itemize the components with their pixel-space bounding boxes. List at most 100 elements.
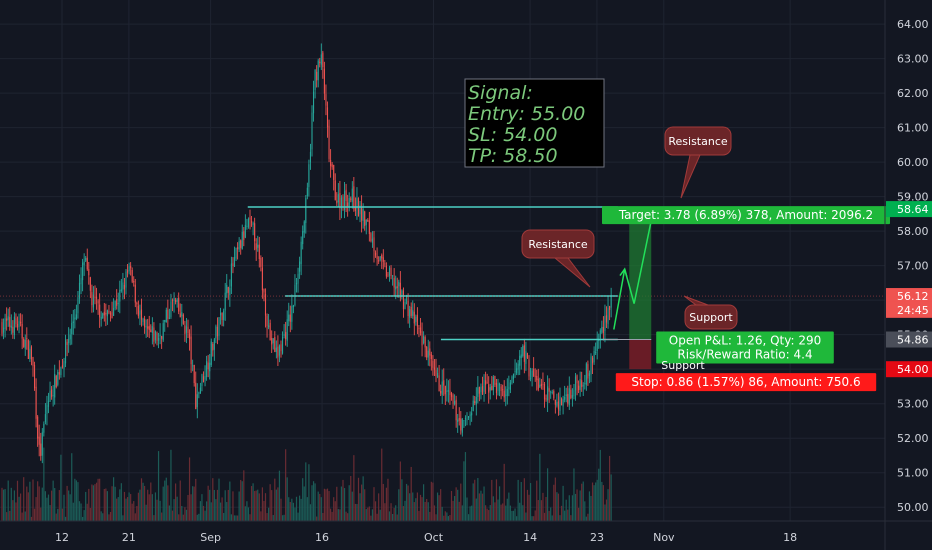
candle-body: [230, 263, 232, 287]
note-text[interactable]: Support: [689, 311, 733, 324]
candle-body: [370, 233, 372, 241]
volume-bar: [492, 496, 494, 521]
time-tick-label[interactable]: 16: [315, 531, 329, 544]
candle: [283, 324, 285, 339]
candle: [91, 284, 93, 313]
horizontal-levels[interactable]: [0, 206, 885, 341]
candle-body: [54, 373, 56, 398]
note-text[interactable]: Resistance: [668, 135, 728, 148]
candle: [313, 80, 315, 122]
volume-bar: [46, 497, 48, 521]
volume-bar: [241, 481, 243, 521]
candle: [202, 371, 205, 383]
signal-line[interactable]: Entry: 55.00: [468, 103, 585, 125]
candle-body: [559, 396, 561, 412]
candle-body: [119, 289, 121, 302]
note-text[interactable]: Support: [661, 359, 705, 372]
price-tick-label[interactable]: 52.00: [897, 432, 929, 445]
signal-line[interactable]: SL: 54.00: [468, 124, 557, 146]
signal-line[interactable]: Signal:: [468, 82, 533, 104]
time-tick-label[interactable]: 18: [783, 531, 797, 544]
note-callout-resistance[interactable]: Resistance: [521, 229, 595, 288]
price-badge: 56.12: [886, 288, 932, 305]
volume-bar: [113, 477, 115, 521]
price-axis[interactable]: 64.00 63.00 62.00 61.00 60.00 59.00 58.00 57.00…: [884, 0, 929, 550]
price-tick-label[interactable]: 64.00: [897, 18, 929, 31]
volume-bar: [536, 480, 538, 521]
candle-body: [578, 385, 580, 391]
volume-bar: [125, 498, 127, 521]
price-tick-label[interactable]: 63.00: [897, 53, 929, 66]
price-tick-label[interactable]: 59.00: [897, 191, 929, 204]
time-tick-label[interactable]: Sep: [200, 531, 221, 544]
candle-body: [588, 373, 590, 376]
price-tick-label[interactable]: 62.00: [897, 87, 929, 100]
time-tick-label[interactable]: 21: [122, 531, 136, 544]
volume-bar: [374, 501, 377, 521]
time-tick-label[interactable]: 14: [523, 531, 537, 544]
volume-bar: [215, 499, 217, 521]
volume-bar: [224, 490, 226, 521]
candle: [579, 371, 581, 397]
candle-body: [316, 71, 318, 81]
price-tick-label[interactable]: 57.00: [897, 260, 929, 273]
price-tick-label[interactable]: 53.00: [897, 398, 929, 411]
volume-bar: [274, 478, 276, 521]
candle-body: [419, 327, 422, 333]
candle-body: [260, 257, 262, 267]
time-tick-label[interactable]: 23: [590, 531, 604, 544]
candle: [407, 293, 409, 324]
candle-body: [438, 375, 440, 392]
pnl-label-bg: [656, 331, 834, 364]
candle: [402, 287, 404, 318]
price-badge: 54.86: [886, 331, 932, 348]
volume-bar: [317, 491, 319, 521]
volume-bar: [202, 505, 205, 521]
long-position-tool[interactable]: Target: 3.78 (6.89%) 378, Amount: 2096.2…: [602, 206, 890, 392]
candle-body: [592, 357, 594, 364]
candle: [548, 378, 550, 403]
candle: [495, 378, 497, 400]
target-label[interactable]: Target: 3.78 (6.89%) 378, Amount: 2096.2: [602, 206, 890, 225]
candle-body: [9, 317, 11, 327]
signal-line[interactable]: TP: 58.50: [468, 145, 558, 167]
price-tick-label[interactable]: 50.00: [897, 501, 929, 514]
note-callout-resistance[interactable]: Resistance: [664, 126, 732, 199]
volume-bar: [585, 516, 587, 521]
price-tick-label[interactable]: 58.00: [897, 225, 929, 238]
candle-body: [51, 389, 53, 397]
volume-bar: [176, 496, 178, 521]
price-tick-label[interactable]: 61.00: [897, 122, 929, 135]
time-axis[interactable]: 12 21 Sep 16 Oct 14 23 Nov 18: [0, 520, 932, 544]
candle: [119, 280, 121, 314]
volume-bar: [71, 453, 73, 521]
volume-bar: [175, 483, 177, 521]
candle-body: [311, 112, 313, 150]
price-tick-label[interactable]: 60.00: [897, 156, 929, 169]
note-text[interactable]: Resistance: [528, 238, 588, 251]
note-callout-support[interactable]: Support: [659, 356, 707, 374]
candle-body: [278, 345, 280, 356]
note-callout-support[interactable]: Support: [683, 295, 738, 330]
candle: [111, 301, 113, 319]
time-tick-label[interactable]: Nov: [653, 531, 675, 544]
note-tail: [680, 154, 701, 199]
volume-bar: [345, 511, 347, 521]
time-tick-label[interactable]: 12: [55, 531, 69, 544]
candle-body: [1, 322, 3, 334]
volume-bar: [209, 489, 211, 521]
price-tick-label[interactable]: 51.00: [897, 467, 929, 480]
candle-body: [154, 331, 156, 340]
candle-body: [283, 334, 285, 336]
volume-bar: [223, 512, 225, 521]
volume-bar: [452, 500, 454, 521]
stop-label[interactable]: Stop: 0.86 (1.57%) 86, Amount: 750.6: [615, 373, 877, 392]
candle: [292, 304, 294, 314]
chart-notes[interactable]: Resistance Resistance Support Support: [521, 126, 738, 374]
candle: [179, 303, 181, 318]
volume-bar: [254, 491, 256, 521]
time-tick-label[interactable]: Oct: [424, 531, 444, 544]
